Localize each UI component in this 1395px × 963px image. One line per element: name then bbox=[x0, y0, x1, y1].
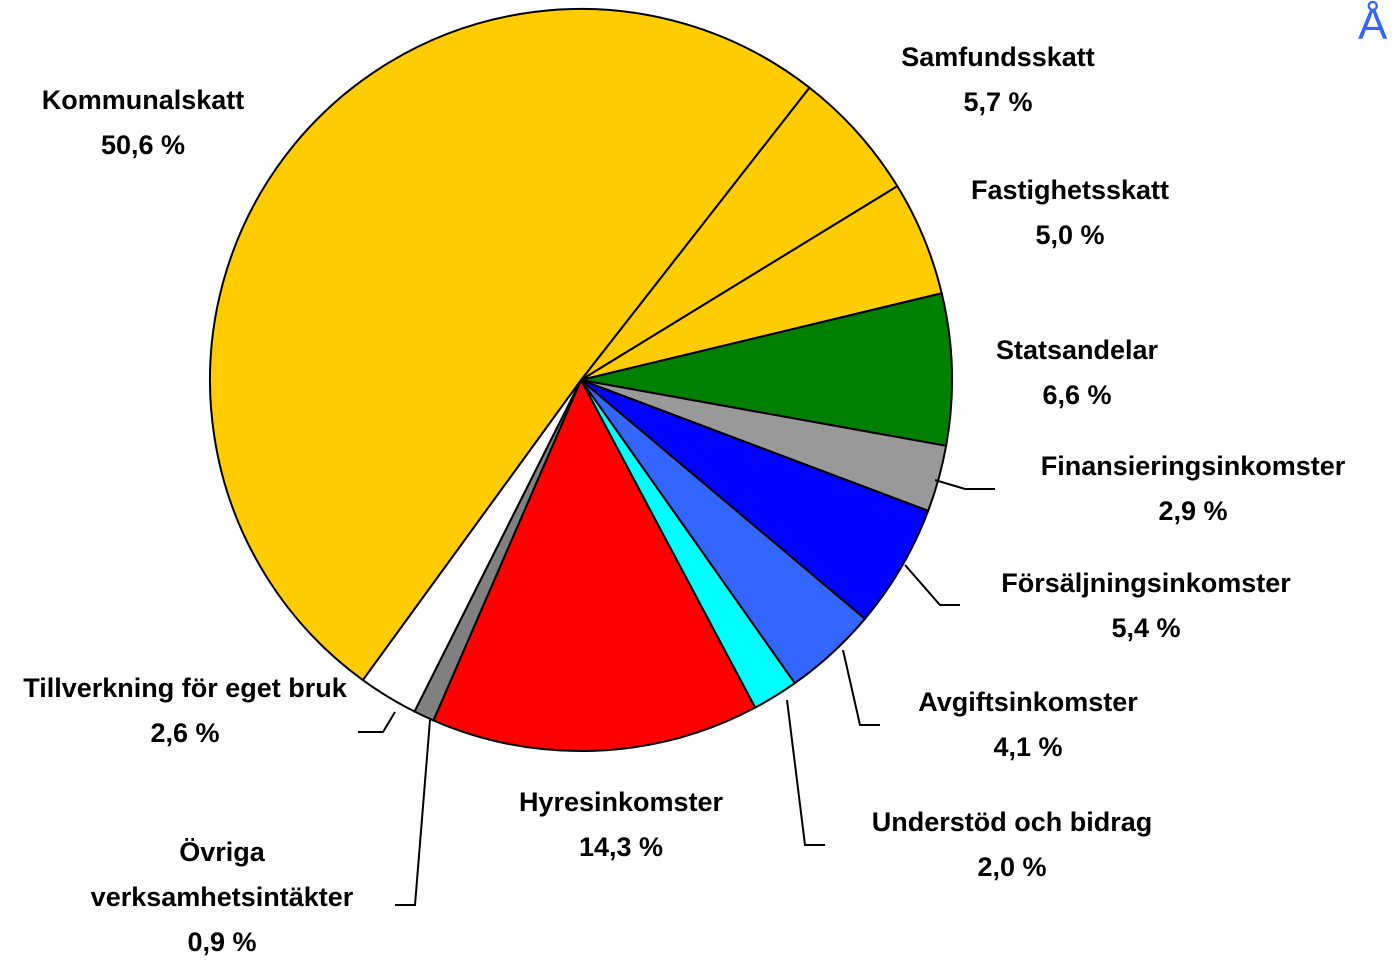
data-label: Tillverkning för eget bruk 2,6 % bbox=[5, 666, 365, 756]
leader-line bbox=[842, 649, 880, 726]
leader-line bbox=[358, 711, 396, 733]
data-label: Hyresinkomster 14,3 % bbox=[471, 780, 771, 870]
category-label: Avgiftsinkomster bbox=[918, 687, 1138, 717]
data-label: Försäljningsinkomster 5,4 % bbox=[936, 561, 1356, 651]
category-label: Tillverkning för eget bruk bbox=[23, 673, 347, 703]
leader-line bbox=[934, 479, 995, 490]
data-label: Övriga verksamhetsintäkter 0,9 % bbox=[77, 830, 367, 963]
value-label: 5,7 % bbox=[963, 87, 1033, 117]
category-label: Statsandelar bbox=[995, 335, 1159, 365]
data-label: Samfundsskatt 5,7 % bbox=[848, 35, 1148, 125]
category-label: Samfundsskatt bbox=[901, 42, 1095, 72]
category-label: Försäljningsinkomster bbox=[1001, 568, 1291, 598]
value-label: 5,4 % bbox=[1111, 613, 1181, 643]
pie-slice bbox=[580, 86, 899, 381]
value-label: 2,9 % bbox=[1158, 496, 1228, 526]
leader-line bbox=[786, 699, 825, 846]
category-label: Kommunalskatt bbox=[41, 85, 245, 115]
value-label: 6,6 % bbox=[1042, 380, 1112, 410]
data-label: Kommunalskatt 50,6 % bbox=[0, 78, 293, 168]
category-label: Hyresinkomster bbox=[518, 787, 724, 817]
data-label: Fastighetsskatt 5,0 % bbox=[920, 168, 1220, 258]
category-label: Fastighetsskatt bbox=[970, 175, 1170, 205]
value-label: 4,1 % bbox=[993, 732, 1063, 762]
value-label: 5,0 % bbox=[1035, 220, 1105, 250]
value-label: 14,3 % bbox=[578, 832, 664, 862]
corner-text: Å bbox=[1358, 0, 1388, 49]
category-label: Finansieringsinkomster bbox=[1040, 451, 1346, 481]
data-label: Understöd och bidrag 2,0 % bbox=[812, 800, 1212, 890]
value-label: 50,6 % bbox=[100, 130, 186, 160]
pie-slice bbox=[208, 8, 811, 682]
data-label: Finansieringsinkomster 2,9 % bbox=[983, 444, 1395, 534]
category-label: Understöd och bidrag bbox=[871, 807, 1153, 837]
value-label: 2,6 % bbox=[150, 718, 220, 748]
leader-lines bbox=[358, 479, 995, 906]
data-label: Avgiftsinkomster 4,1 % bbox=[868, 680, 1188, 770]
value-label: 2,0 % bbox=[977, 852, 1047, 882]
value-label: 0,9 % bbox=[187, 927, 257, 957]
leader-line bbox=[904, 564, 960, 606]
pie-slice bbox=[432, 377, 757, 752]
pie-slice bbox=[580, 292, 953, 447]
data-label: Statsandelar 6,6 % bbox=[927, 328, 1227, 418]
category-label: Övriga verksamhetsintäkter bbox=[90, 837, 354, 912]
leader-line bbox=[395, 719, 431, 906]
